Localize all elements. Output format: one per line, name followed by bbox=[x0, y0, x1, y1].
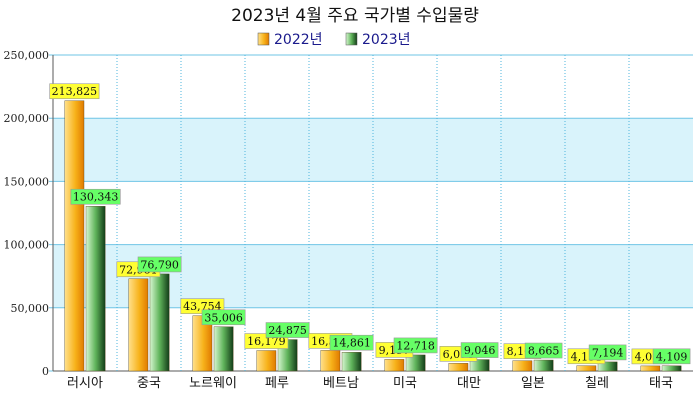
x-tick-label: 미국 bbox=[393, 376, 417, 391]
bars bbox=[64, 100, 682, 372]
y-tick-label: 0 bbox=[42, 365, 49, 378]
data-label: 7,194 bbox=[592, 346, 624, 359]
data-label: 35,006 bbox=[204, 311, 243, 324]
data-label-box bbox=[393, 337, 438, 354]
x-tick-label: 페루 bbox=[265, 376, 289, 391]
plot-background bbox=[53, 55, 693, 371]
x-tick-label: 베트남 bbox=[323, 376, 359, 391]
data-label: 76,790 bbox=[140, 258, 179, 271]
data-label: 213,825 bbox=[52, 85, 98, 98]
bar-2022 bbox=[640, 365, 661, 372]
y-tick-label: 50,000 bbox=[11, 302, 50, 315]
data-label-box bbox=[588, 344, 627, 361]
data-label-box bbox=[265, 322, 310, 338]
x-tick-label: 태국 bbox=[649, 376, 673, 391]
y-axis: 0 50,000 100,000 150,000 200,000 250,000 bbox=[4, 49, 50, 378]
data-label-box bbox=[652, 348, 691, 365]
data-label-box bbox=[70, 188, 121, 205]
y-tick-label: 250,000 bbox=[4, 49, 50, 62]
data-label: 24,875 bbox=[268, 324, 307, 337]
x-axis: 러시아 중국 노르웨이 페루 베트남 미국 대만 일본 칠레 태국 bbox=[67, 376, 673, 391]
x-tick-label: 대만 bbox=[457, 376, 481, 391]
y-tick-label: 200,000 bbox=[4, 112, 50, 125]
legend-label-2022: 2022년 bbox=[274, 32, 323, 48]
bar-2023 bbox=[341, 352, 362, 372]
bar-2022 bbox=[320, 350, 341, 372]
data-label: 12,718 bbox=[396, 339, 435, 352]
bar-2023 bbox=[469, 359, 490, 372]
data-label-box bbox=[49, 83, 100, 100]
bar-2022 bbox=[384, 359, 405, 372]
y-tick-label: 100,000 bbox=[4, 239, 50, 252]
y-tick-label: 150,000 bbox=[4, 175, 50, 188]
data-label: 16,179 bbox=[247, 335, 286, 348]
bar-2023 bbox=[533, 359, 554, 372]
plot-band bbox=[53, 118, 693, 182]
bar-2023 bbox=[405, 354, 426, 372]
plot-band bbox=[53, 181, 693, 245]
x-tick-label: 러시아 bbox=[67, 376, 103, 391]
bar-2022 bbox=[128, 278, 149, 372]
bar-2022 bbox=[576, 365, 597, 372]
data-label: 4,109 bbox=[656, 350, 688, 363]
bar-2023 bbox=[149, 273, 170, 372]
legend-label-2023: 2023년 bbox=[362, 32, 411, 48]
legend-swatch-2023 bbox=[345, 32, 358, 46]
data-label: 8,665 bbox=[528, 345, 560, 358]
x-tick-label: 중국 bbox=[137, 376, 161, 391]
chart-title: 2023년 4월 주요 국가별 수입물량 bbox=[231, 6, 479, 26]
data-labels: 213,825130,34372,98176,79043,75435,00616… bbox=[49, 83, 691, 365]
bar-2022 bbox=[64, 100, 85, 372]
bar-2022 bbox=[448, 363, 469, 372]
x-tick-label: 노르웨이 bbox=[189, 376, 237, 391]
data-label-box bbox=[524, 342, 563, 359]
data-label-box bbox=[329, 334, 374, 351]
bar-2023 bbox=[661, 365, 682, 372]
bar-2023 bbox=[85, 206, 106, 372]
x-tick-label: 일본 bbox=[521, 376, 545, 391]
data-label: 130,343 bbox=[73, 191, 119, 204]
bar-2023 bbox=[597, 361, 618, 372]
legend: 2022년 2023년 bbox=[257, 32, 411, 48]
data-label: 9,046 bbox=[464, 344, 496, 357]
data-label-box bbox=[201, 309, 246, 326]
data-label: 14,861 bbox=[332, 337, 371, 350]
legend-swatch-2022 bbox=[257, 32, 270, 46]
plot-band bbox=[53, 55, 693, 119]
data-label-box bbox=[137, 256, 182, 273]
bar-2022 bbox=[512, 360, 533, 372]
bar-2022 bbox=[256, 350, 277, 372]
x-tick-label: 칠레 bbox=[585, 376, 609, 391]
data-label-box bbox=[460, 342, 499, 358]
bar-2023 bbox=[213, 326, 234, 372]
